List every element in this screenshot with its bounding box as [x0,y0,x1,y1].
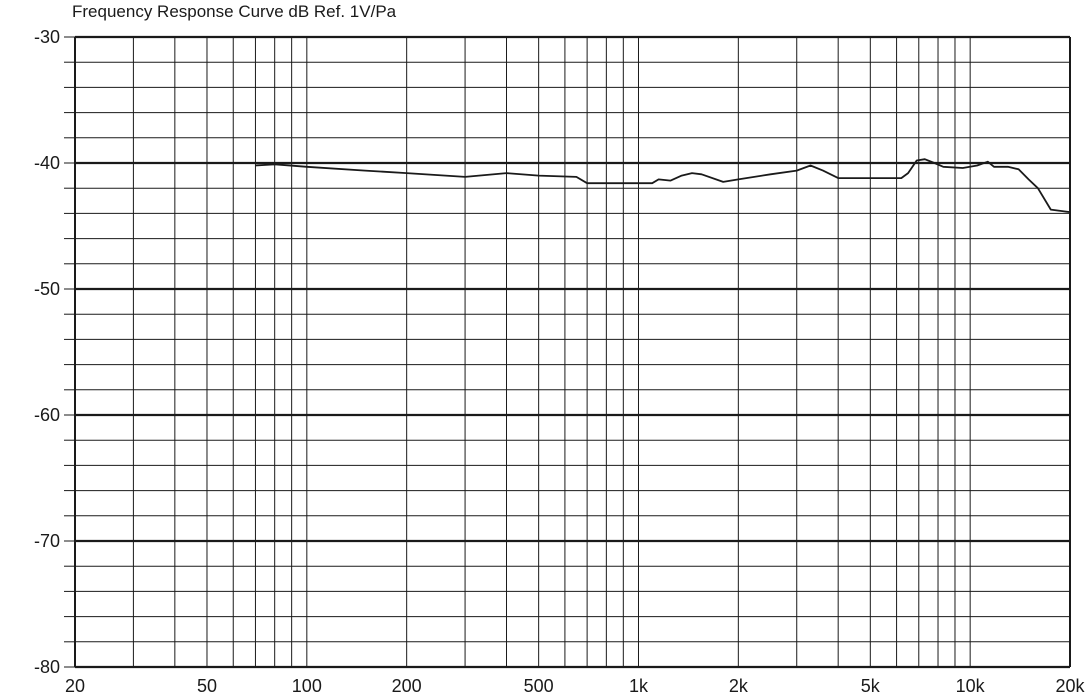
x-tick-label: 1k [629,676,649,694]
y-tick-label: -70 [34,531,60,551]
x-tick-label: 200 [392,676,422,694]
x-tick-label: 100 [292,676,322,694]
y-tick-label: -60 [34,405,60,425]
series-layer [255,158,1071,213]
x-tick-label: 500 [524,676,554,694]
x-tick-label: 50 [197,676,217,694]
chart-title: Frequency Response Curve dB Ref. 1V/Pa [72,2,397,21]
y-tick-label: -40 [34,153,60,173]
minor-grid [75,37,1070,667]
x-tick-label: 20 [65,676,85,694]
x-tick-label: 10k [956,676,986,694]
y-tick-label: -50 [34,279,60,299]
major-grid [75,161,1070,543]
y-tick-label: -30 [34,27,60,47]
tick-labels: -30 -40 -50 -60 -70 -80 20 50 100 200 500 1k 2k 5k 10k… [34,27,1086,694]
x-tick-label: 20k [1055,676,1085,694]
axis-ticks [64,36,75,668]
plot-frame [74,35,1071,669]
x-tick-label: 2k [729,676,749,694]
y-tick-label: -80 [34,657,60,677]
response-curve-line [255,158,1071,213]
x-tick-label: 5k [861,676,881,694]
